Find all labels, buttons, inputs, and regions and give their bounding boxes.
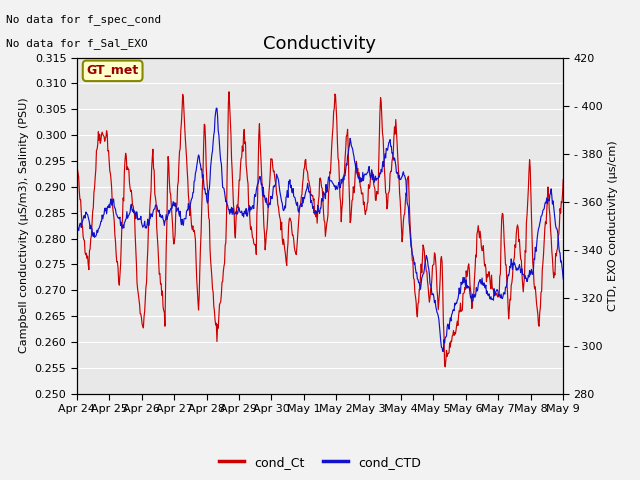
Title: Conductivity: Conductivity <box>264 35 376 53</box>
Y-axis label: CTD, EXO conductivity (µs/cm): CTD, EXO conductivity (µs/cm) <box>608 140 618 311</box>
Text: No data for f_spec_cond: No data for f_spec_cond <box>6 14 162 25</box>
Text: GT_met: GT_met <box>86 64 139 77</box>
Text: No data for f_Sal_EXO: No data for f_Sal_EXO <box>6 38 148 49</box>
Legend: cond_Ct, cond_CTD: cond_Ct, cond_CTD <box>214 451 426 474</box>
Y-axis label: Campbell conductivity (µS/m3), Salinity (PSU): Campbell conductivity (µS/m3), Salinity … <box>19 98 29 353</box>
